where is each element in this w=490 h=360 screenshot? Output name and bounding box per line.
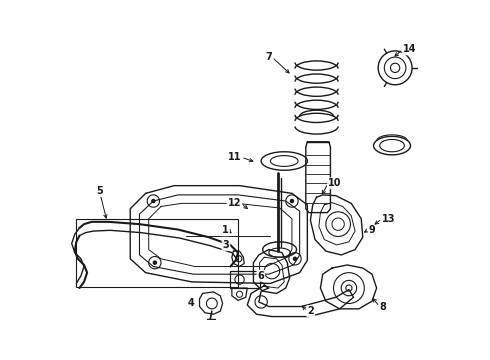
Text: 12: 12 [228,198,241,208]
Text: 4: 4 [188,298,195,309]
Text: 6: 6 [257,271,264,281]
Text: 14: 14 [403,44,416,54]
Text: 9: 9 [369,225,376,235]
Text: 3: 3 [222,240,229,250]
Circle shape [294,257,296,260]
Circle shape [153,261,156,264]
Text: 7: 7 [265,52,272,62]
Text: 5: 5 [96,186,103,196]
Text: 10: 10 [328,178,342,188]
Text: 13: 13 [382,214,395,224]
Text: 11: 11 [228,152,241,162]
Circle shape [291,199,294,203]
Text: 1: 1 [222,225,229,235]
Text: 2: 2 [307,306,314,316]
Bar [230,271,260,288]
Circle shape [152,199,155,203]
Text: 8: 8 [380,302,387,311]
Bar [76,219,238,287]
